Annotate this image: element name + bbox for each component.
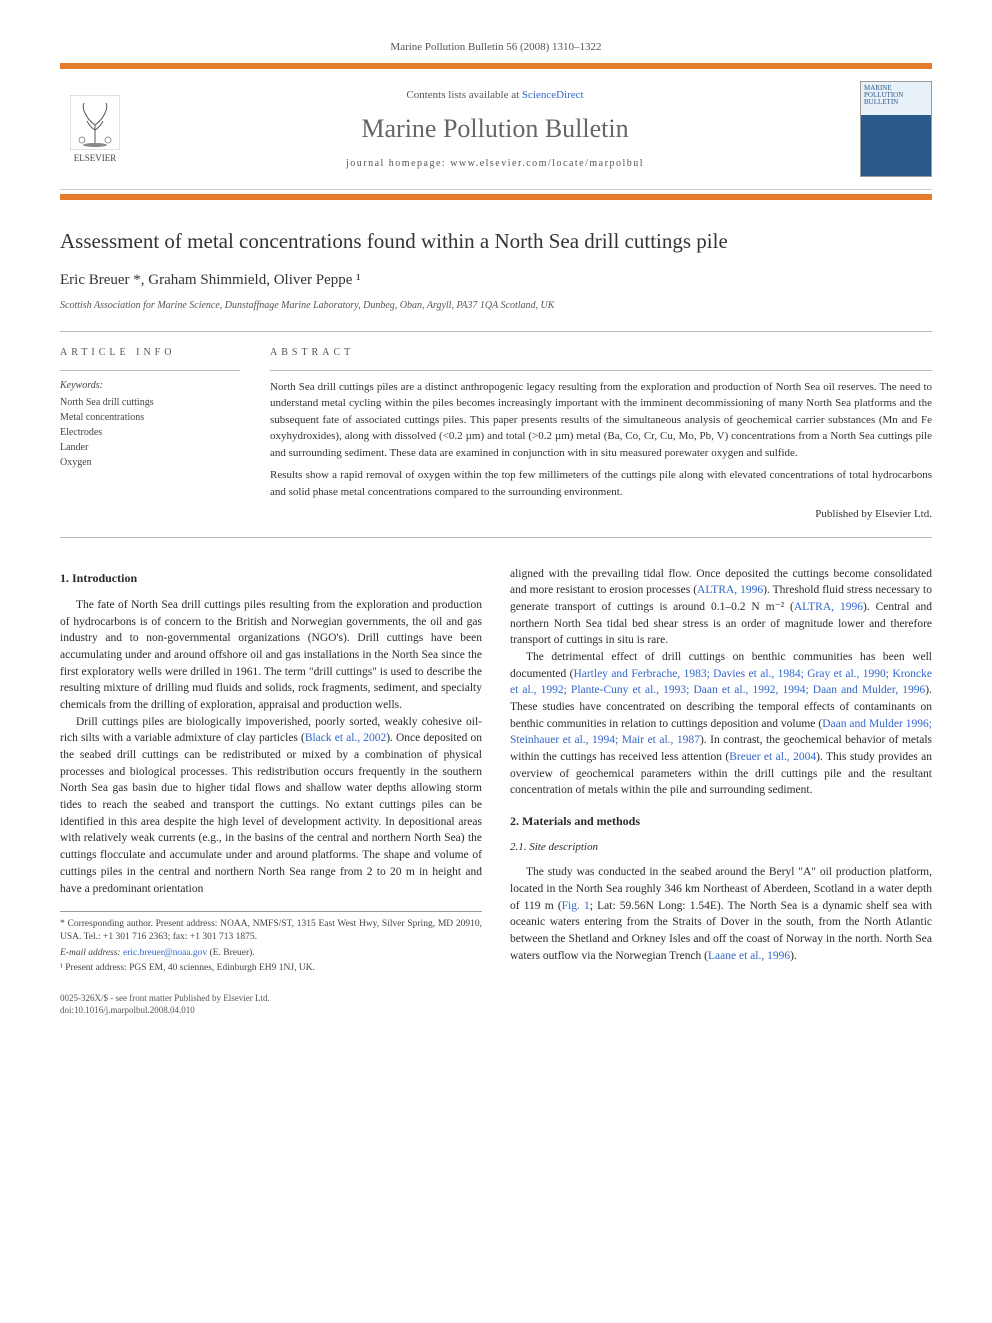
citation-link[interactable]: Black et al., 2002 <box>305 732 386 744</box>
email-link[interactable]: eric.breuer@noaa.gov <box>123 948 207 958</box>
email-line: E-mail address: eric.breuer@noaa.gov (E.… <box>60 947 482 960</box>
abstract-block: ABSTRACT North Sea drill cuttings piles … <box>270 346 932 523</box>
keyword: Oxygen <box>60 455 240 470</box>
abstract-p1: North Sea drill cuttings piles are a dis… <box>270 379 932 462</box>
keyword: Metal concentrations <box>60 410 240 425</box>
journal-cover-thumbnail: MARINE POLLUTION BULLETIN <box>860 81 932 177</box>
doi-line: doi:10.1016/j.marpolbul.2008.04.010 <box>60 1005 932 1017</box>
citation-link[interactable]: ALTRA, 1996 <box>794 601 863 613</box>
keyword: Electrodes <box>60 425 240 440</box>
article-info-heading: ARTICLE INFO <box>60 346 240 360</box>
citation-link[interactable]: Hartley and Ferbrache, 1983; Davies et a… <box>510 668 932 697</box>
homepage-label: journal homepage: <box>346 158 450 169</box>
keyword: North Sea drill cuttings <box>60 395 240 410</box>
sciencedirect-link[interactable]: ScienceDirect <box>522 89 584 101</box>
accent-divider <box>60 194 932 200</box>
publisher-logo: ELSEVIER <box>60 89 130 169</box>
figure-link[interactable]: Fig. 1 <box>562 900 590 912</box>
copyright-line: 0025-326X/$ - see front matter Published… <box>60 993 932 1005</box>
body-paragraph: Drill cuttings piles are biologically im… <box>60 714 482 897</box>
citation-link[interactable]: Laane et al., 1996 <box>708 950 790 962</box>
body-paragraph: The fate of North Sea drill cuttings pil… <box>60 597 482 714</box>
running-header: Marine Pollution Bulletin 56 (2008) 1310… <box>60 40 932 55</box>
cover-thumb-title: MARINE POLLUTION BULLETIN <box>864 85 928 106</box>
corresponding-author-note: * Corresponding author. Present address:… <box>60 918 482 945</box>
publisher-line: Published by Elsevier Ltd. <box>270 506 932 523</box>
section-2-1-heading: 2.1. Site description <box>510 840 932 856</box>
keywords-label: Keywords: <box>60 379 240 393</box>
homepage-url: www.elsevier.com/locate/marpolbul <box>450 158 644 169</box>
body-two-column: 1. Introduction The fate of North Sea dr… <box>60 566 932 976</box>
elsevier-tree-icon <box>70 95 120 150</box>
footnotes-block: * Corresponding author. Present address:… <box>60 911 482 975</box>
journal-name: Marine Pollution Bulletin <box>130 111 860 147</box>
info-abstract-row: ARTICLE INFO Keywords: North Sea drill c… <box>60 331 932 538</box>
article-info-block: ARTICLE INFO Keywords: North Sea drill c… <box>60 346 240 523</box>
authors: Eric Breuer *, Graham Shimmield, Oliver … <box>60 270 932 291</box>
body-paragraph: aligned with the prevailing tidal flow. … <box>510 566 932 649</box>
citation-link[interactable]: ALTRA, 1996 <box>697 584 763 596</box>
contents-available-line: Contents lists available at ScienceDirec… <box>130 88 860 103</box>
affiliation: Scottish Association for Marine Science,… <box>60 299 932 313</box>
publisher-name: ELSEVIER <box>74 152 117 165</box>
copyright-block: 0025-326X/$ - see front matter Published… <box>60 993 932 1016</box>
article-title: Assessment of metal concentrations found… <box>60 228 932 255</box>
journal-homepage-line: journal homepage: www.elsevier.com/locat… <box>130 157 860 171</box>
section-1-heading: 1. Introduction <box>60 570 482 587</box>
abstract-heading: ABSTRACT <box>270 346 932 360</box>
citation-link[interactable]: Breuer et al., 2004 <box>729 751 816 763</box>
section-2-heading: 2. Materials and methods <box>510 813 932 830</box>
body-paragraph: The study was conducted in the seabed ar… <box>510 864 932 964</box>
author-present-address: ¹ Present address: PGS EM, 40 sciennes, … <box>60 962 482 975</box>
masthead: ELSEVIER Contents lists available at Sci… <box>60 63 932 190</box>
keyword: Lander <box>60 440 240 455</box>
keywords-list: North Sea drill cuttings Metal concentra… <box>60 395 240 470</box>
abstract-p2: Results show a rapid removal of oxygen w… <box>270 467 932 500</box>
journal-block: Contents lists available at ScienceDirec… <box>130 88 860 172</box>
body-paragraph: The detrimental effect of drill cuttings… <box>510 649 932 799</box>
contents-prefix: Contents lists available at <box>406 89 521 101</box>
